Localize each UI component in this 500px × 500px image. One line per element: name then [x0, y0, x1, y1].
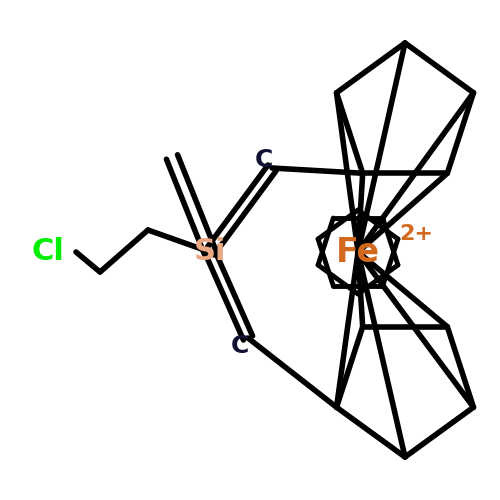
Text: C: C: [231, 334, 249, 358]
Text: 2+: 2+: [399, 224, 433, 244]
Text: C: C: [255, 148, 273, 172]
Text: Si: Si: [194, 238, 226, 266]
Text: Cl: Cl: [32, 238, 64, 266]
Text: Fe: Fe: [336, 236, 380, 268]
